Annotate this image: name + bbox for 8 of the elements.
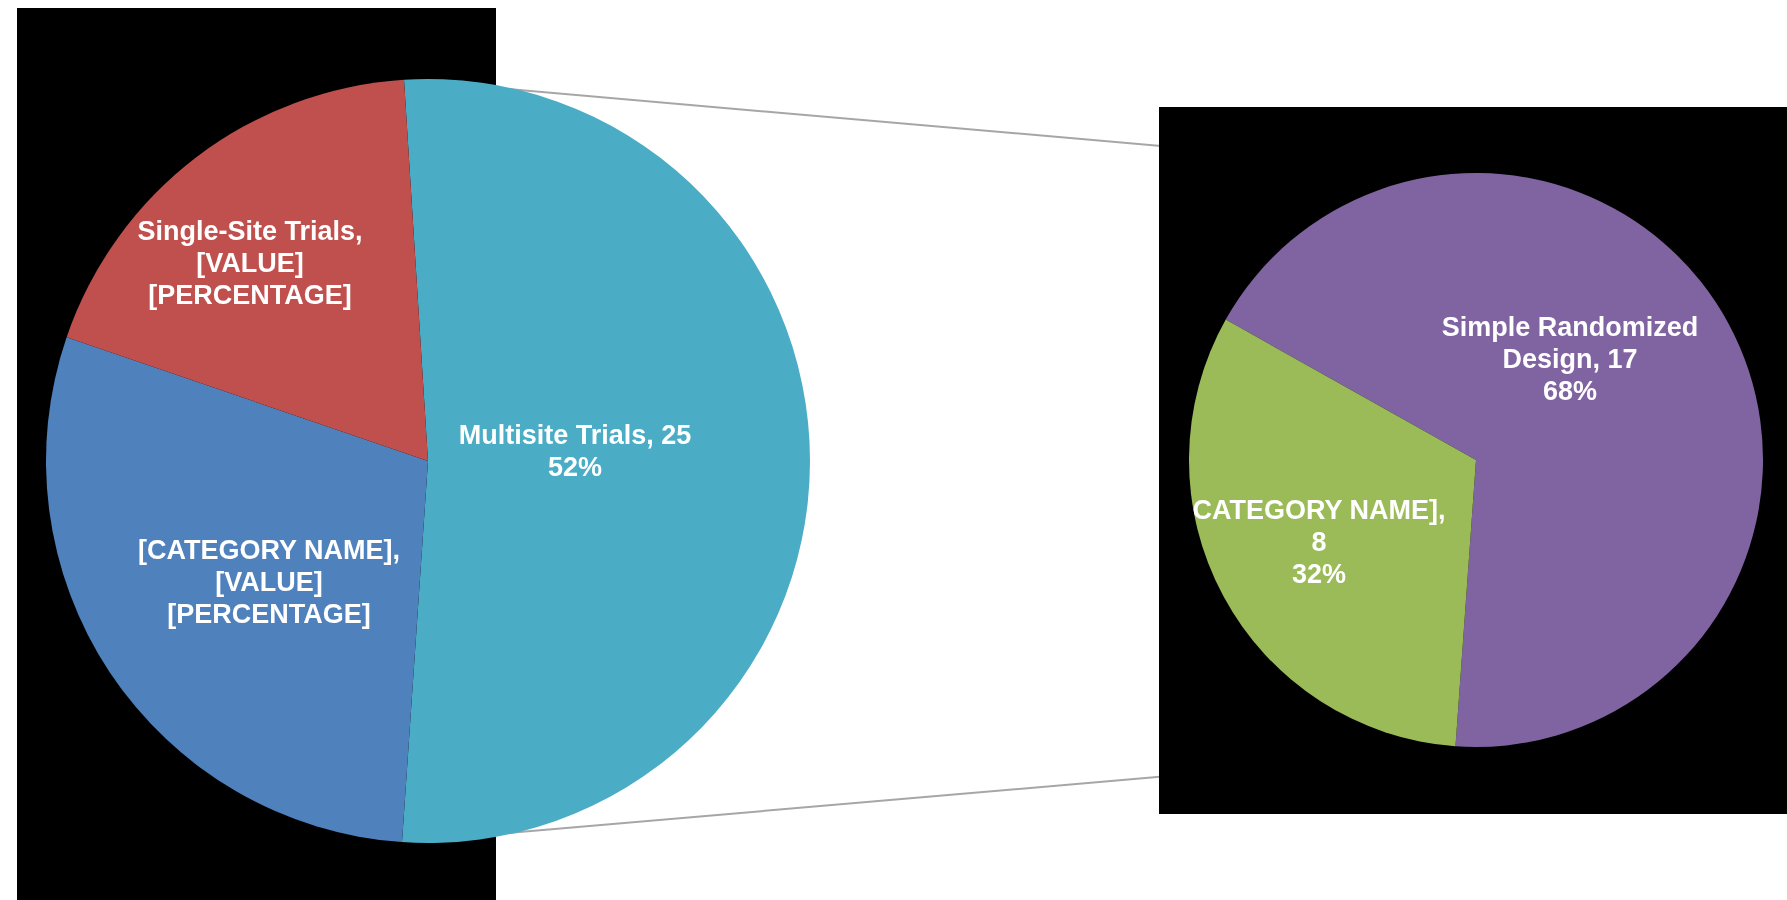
slice-label: Simple Randomized Design, 17 68% (1441, 312, 1699, 407)
pie-slice (46, 337, 428, 843)
slice-label: Single-Site Trials, [VALUE] [PERCENTAGE] (137, 216, 363, 311)
slice-label: CATEGORY NAME], 8 32% (1192, 495, 1446, 590)
slice-label: Multisite Trials, 25 52% (458, 420, 692, 483)
slice-label: [CATEGORY NAME], [VALUE] [PERCENTAGE] (138, 535, 400, 630)
pie-slice (402, 79, 810, 843)
pie-slice (66, 79, 428, 461)
